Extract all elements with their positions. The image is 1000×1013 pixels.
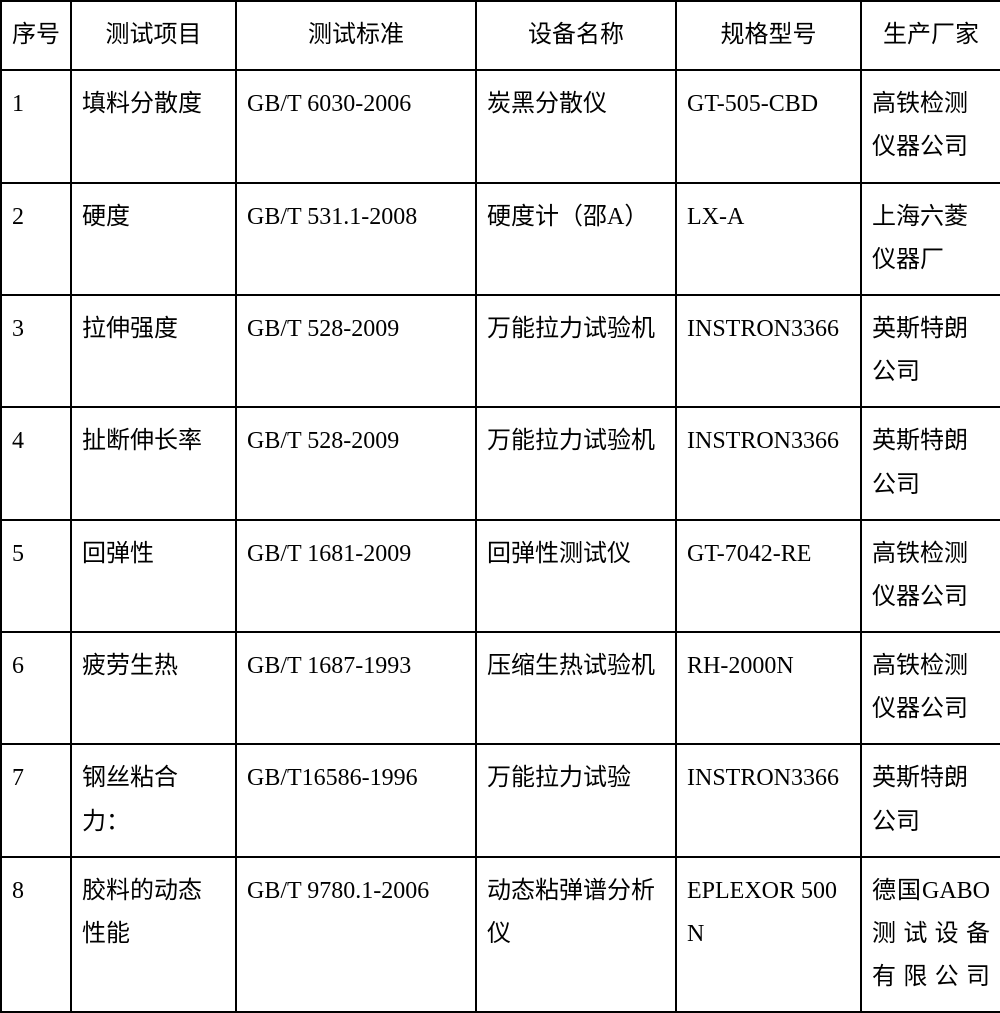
cell-item: 填料分散度 [71, 70, 236, 182]
cell-no: 1 [1, 70, 71, 182]
cell-device: 万能拉力试验机 [476, 407, 676, 519]
table-row: 2硬度GB/T 531.1-2008硬度计（邵A）LX-A上海六菱仪器厂 [1, 183, 1000, 295]
cell-maker: 英斯特朗公司 [861, 744, 1000, 856]
cell-maker: 德国GABO 测试设备有限公司 [861, 857, 1000, 1013]
cell-standard: GB/T 1687-1993 [236, 632, 476, 744]
cell-model: LX-A [676, 183, 861, 295]
cell-item: 疲劳生热 [71, 632, 236, 744]
cell-device: 万能拉力试验 [476, 744, 676, 856]
col-header-device: 设备名称 [476, 1, 676, 70]
cell-item: 回弹性 [71, 520, 236, 632]
col-header-no: 序号 [1, 1, 71, 70]
table-row: 1填料分散度GB/T 6030-2006炭黑分散仪GT-505-CBD高铁检测仪… [1, 70, 1000, 182]
cell-no: 7 [1, 744, 71, 856]
cell-standard: GB/T 9780.1-2006 [236, 857, 476, 1013]
col-header-item: 测试项目 [71, 1, 236, 70]
cell-model: GT-7042-RE [676, 520, 861, 632]
col-header-standard: 测试标准 [236, 1, 476, 70]
table-row: 4扯断伸长率GB/T 528-2009万能拉力试验机INSTRON3366英斯特… [1, 407, 1000, 519]
cell-model: EPLEXOR 500N [676, 857, 861, 1013]
cell-standard: GB/T 528-2009 [236, 295, 476, 407]
table-row: 5回弹性GB/T 1681-2009回弹性测试仪GT-7042-RE高铁检测仪器… [1, 520, 1000, 632]
table-body: 1填料分散度GB/T 6030-2006炭黑分散仪GT-505-CBD高铁检测仪… [1, 70, 1000, 1012]
cell-item: 胶料的动态性能 [71, 857, 236, 1013]
cell-standard: GB/T 528-2009 [236, 407, 476, 519]
test-standards-table: 序号 测试项目 测试标准 设备名称 规格型号 生产厂家 1填料分散度GB/T 6… [0, 0, 1000, 1013]
cell-device: 压缩生热试验机 [476, 632, 676, 744]
cell-maker: 英斯特朗公司 [861, 295, 1000, 407]
cell-maker: 高铁检测仪器公司 [861, 632, 1000, 744]
cell-model: INSTRON3366 [676, 744, 861, 856]
cell-item: 钢丝粘合力： [71, 744, 236, 856]
cell-device: 回弹性测试仪 [476, 520, 676, 632]
cell-device: 万能拉力试验机 [476, 295, 676, 407]
cell-no: 8 [1, 857, 71, 1013]
cell-device: 炭黑分散仪 [476, 70, 676, 182]
table-row: 3拉伸强度GB/T 528-2009万能拉力试验机INSTRON3366英斯特朗… [1, 295, 1000, 407]
cell-maker: 高铁检测仪器公司 [861, 520, 1000, 632]
cell-no: 3 [1, 295, 71, 407]
col-header-maker: 生产厂家 [861, 1, 1000, 70]
cell-no: 4 [1, 407, 71, 519]
cell-maker: 上海六菱仪器厂 [861, 183, 1000, 295]
cell-standard: GB/T 531.1-2008 [236, 183, 476, 295]
cell-model: RH-2000N [676, 632, 861, 744]
table-header-row: 序号 测试项目 测试标准 设备名称 规格型号 生产厂家 [1, 1, 1000, 70]
test-standards-table-container: 序号 测试项目 测试标准 设备名称 规格型号 生产厂家 1填料分散度GB/T 6… [0, 0, 1000, 1013]
cell-no: 6 [1, 632, 71, 744]
table-row: 8胶料的动态性能GB/T 9780.1-2006动态粘弹谱分析仪EPLEXOR … [1, 857, 1000, 1013]
table-row: 6疲劳生热GB/T 1687-1993压缩生热试验机RH-2000N高铁检测仪器… [1, 632, 1000, 744]
cell-item: 扯断伸长率 [71, 407, 236, 519]
cell-standard: GB/T 1681-2009 [236, 520, 476, 632]
cell-no: 2 [1, 183, 71, 295]
cell-maker: 英斯特朗公司 [861, 407, 1000, 519]
cell-maker: 高铁检测仪器公司 [861, 70, 1000, 182]
col-header-model: 规格型号 [676, 1, 861, 70]
cell-no: 5 [1, 520, 71, 632]
cell-device: 动态粘弹谱分析仪 [476, 857, 676, 1013]
cell-model: INSTRON3366 [676, 407, 861, 519]
cell-item: 硬度 [71, 183, 236, 295]
table-row: 7钢丝粘合力：GB/T16586-1996万能拉力试验INSTRON3366英斯… [1, 744, 1000, 856]
cell-model: GT-505-CBD [676, 70, 861, 182]
cell-device: 硬度计（邵A） [476, 183, 676, 295]
cell-model: INSTRON3366 [676, 295, 861, 407]
cell-item: 拉伸强度 [71, 295, 236, 407]
cell-standard: GB/T 6030-2006 [236, 70, 476, 182]
cell-standard: GB/T16586-1996 [236, 744, 476, 856]
